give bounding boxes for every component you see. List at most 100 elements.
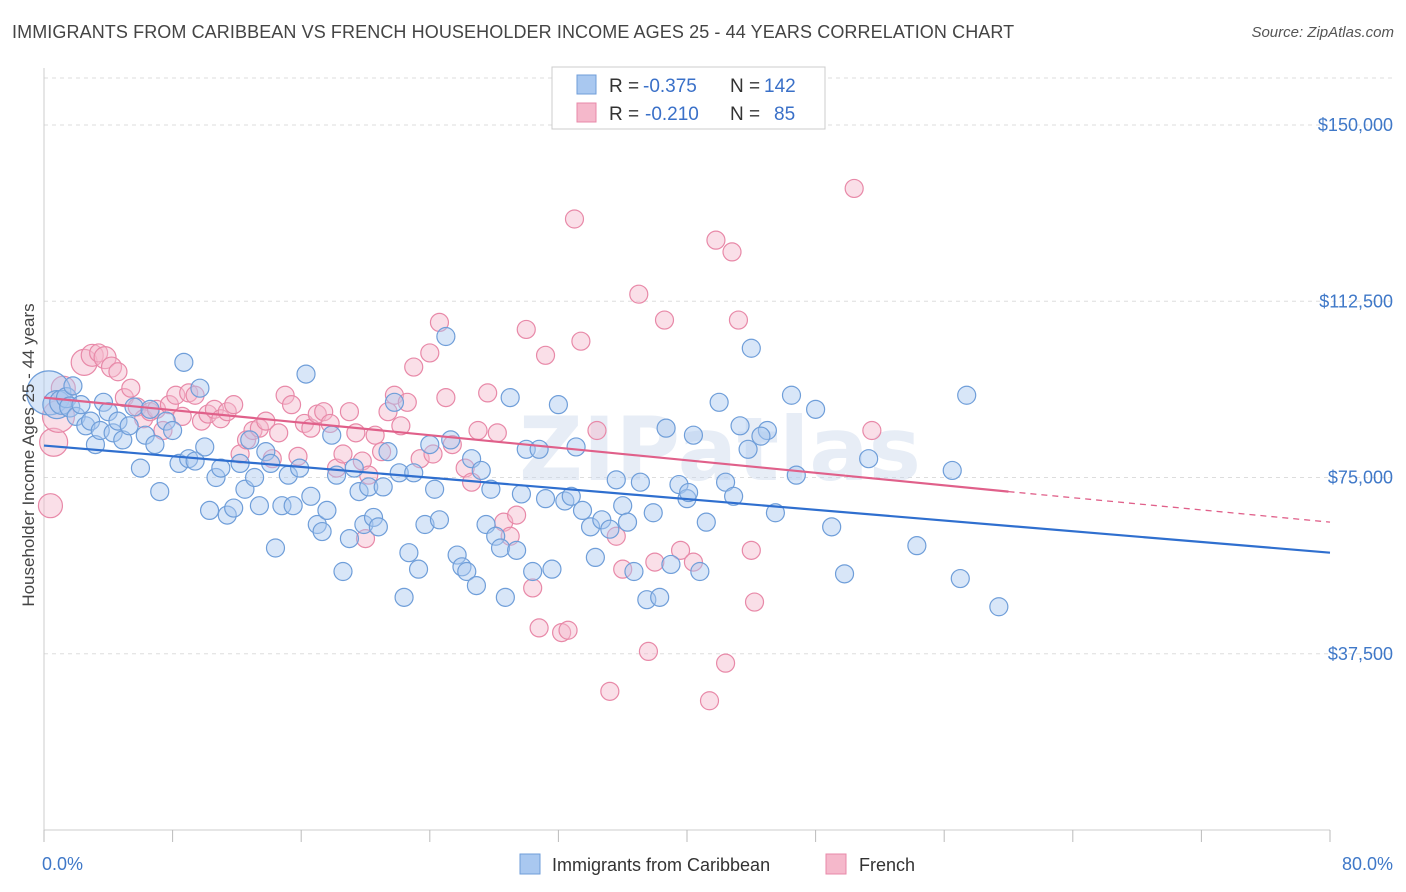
data-point bbox=[523, 561, 543, 582]
data-point bbox=[523, 578, 543, 598]
data-point bbox=[150, 482, 170, 502]
data-point bbox=[339, 528, 360, 549]
trend-line-french bbox=[43, 396, 1009, 493]
legend-n-label: N = bbox=[730, 76, 760, 97]
data-point bbox=[587, 420, 607, 441]
data-point bbox=[613, 496, 633, 516]
data-point bbox=[624, 561, 644, 582]
data-point bbox=[240, 430, 260, 450]
series-legend-swatch-french bbox=[825, 853, 847, 875]
x-tick-label: 80.0% bbox=[1342, 854, 1393, 874]
data-point bbox=[989, 597, 1009, 617]
data-point bbox=[765, 503, 786, 523]
data-point bbox=[355, 528, 376, 549]
data-point bbox=[699, 691, 720, 711]
y-tick-label: $75,000 bbox=[1328, 468, 1393, 488]
data-point bbox=[108, 362, 128, 382]
data-point bbox=[529, 618, 549, 638]
data-point bbox=[558, 620, 578, 640]
data-point bbox=[359, 477, 379, 497]
data-point bbox=[728, 310, 749, 330]
data-point bbox=[425, 479, 445, 499]
data-point bbox=[244, 467, 265, 488]
data-point bbox=[436, 388, 456, 408]
data-point bbox=[487, 423, 507, 443]
data-point bbox=[542, 559, 562, 579]
data-point bbox=[722, 242, 742, 262]
data-point bbox=[174, 352, 194, 372]
data-point bbox=[190, 378, 210, 398]
data-point bbox=[269, 423, 289, 443]
data-point bbox=[744, 592, 765, 612]
data-point bbox=[195, 437, 215, 457]
data-point bbox=[391, 416, 411, 436]
data-point bbox=[363, 507, 384, 528]
legend-box: R = -0.375 N = 142 R = -0.210 N = 85 bbox=[551, 66, 826, 130]
legend-r-value: -0.375 bbox=[643, 76, 697, 97]
data-point bbox=[249, 496, 270, 516]
data-point bbox=[486, 526, 506, 546]
data-point bbox=[957, 385, 977, 405]
data-point bbox=[349, 482, 369, 502]
legend-swatch-caribbean bbox=[576, 74, 597, 95]
data-point bbox=[696, 512, 716, 532]
trend-lines bbox=[43, 396, 1331, 554]
data-point bbox=[535, 489, 556, 509]
legend-swatch-french bbox=[576, 102, 597, 123]
trend-line-french-extension bbox=[1008, 490, 1331, 523]
data-point bbox=[389, 463, 409, 483]
legend-n-value: 142 bbox=[764, 76, 796, 97]
data-point bbox=[265, 538, 286, 558]
data-point bbox=[100, 356, 123, 378]
y-axis-label: Householder Income Ages 25 - 44 years bbox=[19, 303, 38, 606]
data-point bbox=[371, 442, 392, 462]
data-point bbox=[654, 310, 675, 330]
chart-title: IMMIGRANTS FROM CARIBBEAN VS FRENCH HOUS… bbox=[12, 22, 1015, 42]
data-point bbox=[507, 540, 527, 560]
data-point bbox=[441, 430, 461, 450]
data-point bbox=[130, 458, 151, 478]
data-point bbox=[600, 519, 620, 539]
data-point bbox=[690, 561, 710, 582]
data-point bbox=[466, 575, 487, 596]
y-tick-label: $37,500 bbox=[1328, 644, 1393, 664]
data-point bbox=[211, 458, 231, 478]
data-point bbox=[408, 559, 429, 579]
legend-r-value: -0.210 bbox=[645, 104, 699, 125]
data-point bbox=[206, 467, 226, 488]
data-point bbox=[950, 568, 970, 589]
data-point bbox=[709, 392, 729, 412]
data-point bbox=[420, 343, 440, 363]
data-point bbox=[834, 564, 855, 584]
data-point bbox=[507, 505, 527, 525]
data-point bbox=[169, 453, 189, 473]
data-point bbox=[119, 416, 139, 436]
data-point bbox=[566, 437, 586, 457]
legend-r-label: R = bbox=[609, 76, 639, 97]
data-point bbox=[844, 178, 864, 199]
data-point bbox=[730, 416, 750, 436]
data-point bbox=[511, 484, 532, 504]
data-point bbox=[121, 378, 141, 398]
data-point bbox=[436, 326, 456, 347]
data-point bbox=[354, 514, 374, 535]
data-point bbox=[455, 458, 475, 478]
data-point bbox=[617, 512, 638, 532]
data-point bbox=[564, 209, 585, 229]
axes bbox=[43, 68, 1331, 842]
data-point bbox=[481, 479, 501, 499]
y-tick-label: $112,500 bbox=[1319, 291, 1393, 311]
data-point bbox=[670, 540, 691, 560]
data-point bbox=[650, 587, 670, 607]
data-point bbox=[113, 430, 133, 450]
data-point bbox=[606, 470, 626, 490]
data-point bbox=[643, 503, 663, 523]
data-point bbox=[683, 552, 704, 572]
data-point bbox=[333, 444, 353, 464]
series-legend-french: French bbox=[859, 855, 915, 875]
data-point bbox=[344, 458, 364, 478]
data-point bbox=[163, 420, 183, 441]
data-point bbox=[471, 460, 491, 481]
source-label: Source: ZipAtlas.com bbox=[1251, 24, 1394, 41]
